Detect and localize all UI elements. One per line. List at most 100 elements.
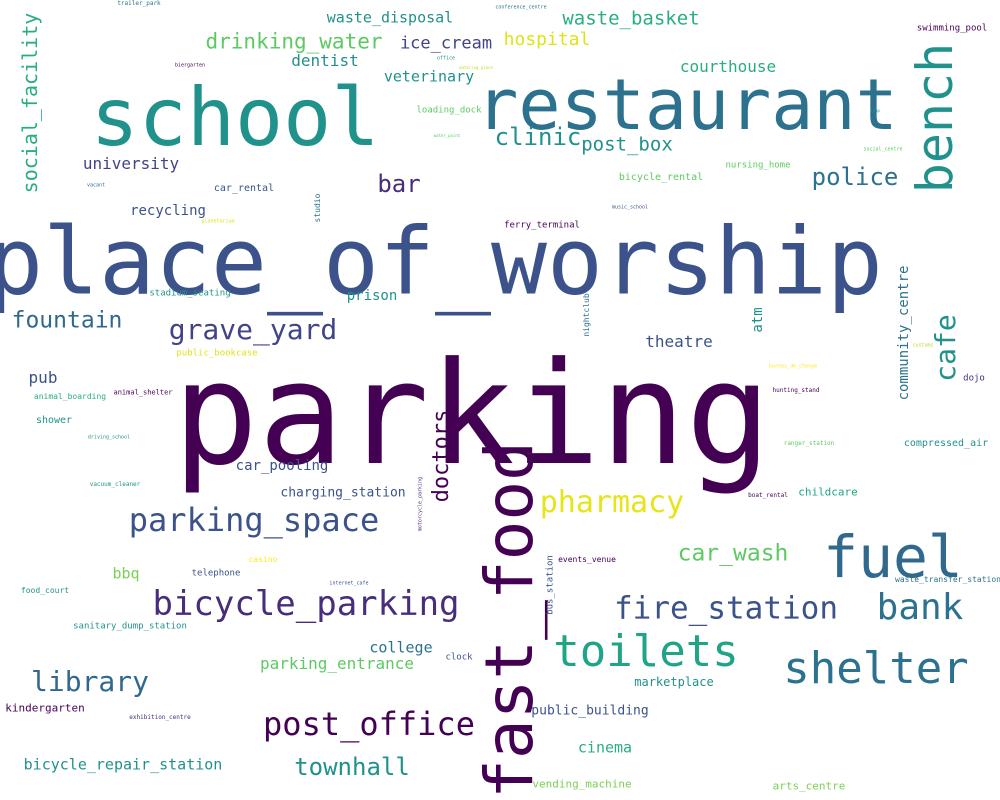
word: cafe	[929, 314, 962, 382]
word: fast_food	[471, 441, 548, 799]
word: arts_centre	[772, 779, 846, 793]
word: social_centre	[863, 146, 903, 153]
word: pub	[28, 368, 58, 387]
word: hunting_stand	[772, 387, 820, 394]
word: bus_station	[545, 555, 556, 615]
word: theatre	[645, 332, 713, 351]
word: nursing_home	[725, 160, 791, 171]
word: bicycle_rental	[618, 172, 704, 183]
word: courthouse	[679, 57, 777, 76]
word: car_wash	[677, 540, 789, 567]
word: grave_yard	[168, 313, 338, 346]
word: marketplace	[634, 675, 714, 689]
word: school	[90, 71, 380, 164]
word: waste_basket	[562, 7, 700, 30]
word: motorcycle_parking	[417, 476, 424, 532]
word: waste_disposal	[326, 8, 454, 27]
word: social_facility	[18, 12, 42, 194]
word: charging_station	[280, 485, 406, 501]
word: ranger_station	[783, 440, 835, 447]
word: parking_space	[128, 501, 380, 539]
word: fuel	[823, 523, 963, 591]
word: car_pooling	[235, 458, 329, 474]
word: hospital	[503, 29, 591, 50]
word: shower	[35, 415, 73, 426]
word: clock	[445, 652, 473, 663]
word: bank	[876, 587, 964, 628]
word: prison	[346, 288, 398, 304]
word: ice_cream	[399, 33, 493, 54]
word: parking	[172, 332, 772, 497]
word: watering_place	[459, 65, 493, 70]
word: place_of_worship	[0, 207, 883, 316]
word: water_point	[433, 133, 461, 138]
word: bureau_de_change	[768, 363, 818, 370]
word: university	[82, 154, 180, 173]
word: loading_dock	[416, 105, 482, 116]
word: bicycle_parking	[152, 584, 460, 624]
word: customs	[912, 342, 934, 349]
word: recycling	[130, 203, 206, 219]
word: restaurant	[476, 64, 898, 146]
word: planetarium	[201, 218, 235, 225]
word: doctors	[429, 409, 454, 503]
word: vending_machine	[532, 777, 632, 791]
word: library	[30, 665, 150, 698]
word: bbq	[112, 564, 140, 583]
word: dojo	[963, 373, 985, 384]
word: cinema	[577, 738, 633, 757]
word: public_bookcase	[176, 348, 258, 359]
word: boat_rental	[748, 492, 788, 499]
word: office	[436, 55, 456, 62]
word: clinic	[494, 123, 582, 151]
word: drinking_water	[205, 29, 383, 54]
word: trailer_park	[117, 0, 161, 7]
word: internet_cafe	[329, 580, 369, 587]
word: atm	[750, 307, 766, 333]
word: pharmacy	[539, 485, 685, 520]
word: music_school	[611, 204, 649, 211]
word: veterinary	[383, 67, 475, 86]
word: fountain	[11, 307, 123, 334]
word: compressed_air	[903, 438, 989, 449]
word: animal_shelter	[113, 388, 173, 397]
word: toilets	[553, 626, 739, 677]
word: biergarten	[174, 62, 206, 69]
word: animal_boarding	[33, 392, 107, 401]
word: waste_transfer_station	[895, 575, 1000, 584]
word: police	[811, 163, 899, 191]
word: public_building	[531, 703, 649, 719]
word: post_box	[581, 133, 673, 156]
word: shelter	[783, 643, 969, 694]
word: college	[369, 638, 433, 657]
word: conference_centre	[495, 4, 547, 11]
word: townhall	[294, 753, 410, 781]
word: post_office	[263, 705, 475, 743]
word: community_centre	[896, 265, 912, 401]
word: exhibition_centre	[129, 714, 191, 721]
word: stadium_seating	[149, 288, 231, 299]
word: food_court	[20, 586, 70, 595]
word: events_venue	[558, 555, 616, 564]
word: bicycle_repair_station	[23, 755, 223, 774]
word: bar	[377, 170, 421, 198]
word: kindergarten	[5, 701, 85, 715]
word: dentist	[291, 51, 359, 70]
word: telephone	[191, 568, 241, 579]
word: swimming_pool	[916, 23, 988, 34]
word: driving_school	[87, 434, 131, 441]
word: parking_entrance	[259, 654, 415, 673]
word: vacant	[86, 182, 106, 189]
word: sanitary_dump_station	[73, 621, 187, 632]
word: casino	[248, 555, 278, 564]
word: nightclub	[582, 293, 591, 337]
word: snap	[870, 108, 880, 113]
word: vacuum_cleaner	[89, 481, 141, 488]
word: ferry_terminal	[504, 220, 580, 231]
word: studio	[313, 193, 322, 223]
word: car_rental	[213, 183, 275, 194]
word: bench	[906, 42, 964, 194]
word: childcare	[798, 485, 858, 499]
word: fire_station	[614, 590, 838, 627]
